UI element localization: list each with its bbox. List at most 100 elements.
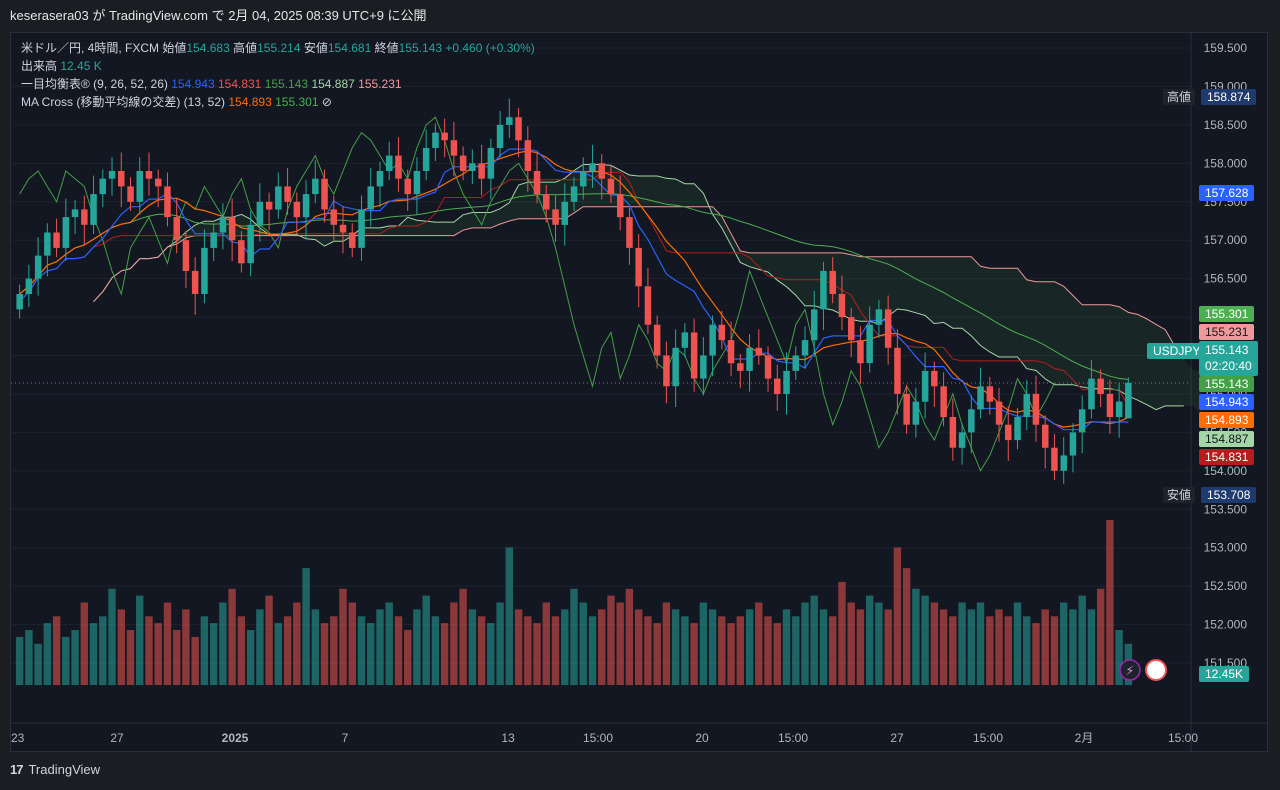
publish-info: keserasera03 が TradingView.com で 2月 04, …: [10, 8, 427, 23]
volume-bar: [699, 602, 708, 685]
span-a-value: 154.887: [311, 77, 355, 91]
candle-body: [284, 186, 291, 202]
candle-body: [422, 147, 430, 171]
candle-body: [570, 186, 578, 202]
volume-bar: [163, 602, 172, 685]
candle-body: [219, 217, 227, 233]
volume-bar: [62, 636, 70, 685]
open-label: 始値: [162, 41, 187, 55]
hidden-icon[interactable]: ⊘: [321, 95, 332, 109]
candle-body: [617, 194, 624, 218]
price-chart-svg[interactable]: 159.500159.000158.500158.000157.500157.0…: [11, 33, 1268, 752]
symbol-tag: USDJPY: [1147, 343, 1207, 359]
volume-bar: [773, 623, 781, 685]
candle-body: [931, 370, 938, 387]
volume-bar: [764, 616, 772, 686]
candle-body: [302, 194, 310, 218]
volume-bar: [1013, 602, 1022, 685]
volume-bar: [995, 609, 1003, 685]
volume-bar: [644, 616, 652, 686]
low-label: 安値: [303, 41, 328, 55]
candle-body: [1014, 417, 1021, 441]
candle-body: [164, 186, 171, 218]
chart-pane[interactable]: 159.500 159.000 158.500 158.000 157.500 157.0…: [10, 32, 1268, 752]
price-tick-label: 159.500: [1204, 41, 1248, 55]
candle-body: [884, 309, 892, 348]
candle-body: [663, 355, 670, 387]
candle-body: [857, 340, 864, 364]
volume-bar: [727, 623, 735, 685]
footer-brand[interactable]: 17 TradingView: [10, 762, 100, 777]
volume-bar: [394, 616, 403, 686]
legend-volume: 出来高 12.45 K: [21, 57, 535, 75]
price-tick-label: 154.000: [1204, 464, 1248, 478]
volume-bar: [1087, 609, 1096, 685]
candle-body: [450, 140, 458, 156]
candle-body: [376, 171, 384, 187]
time-tick-label: 15:00: [583, 731, 613, 745]
volume-bar: [1115, 630, 1123, 685]
candle-body: [672, 347, 679, 387]
ma-slow-value: 155.301: [275, 95, 319, 109]
candle-body: [44, 232, 51, 256]
candle-body: [145, 171, 153, 179]
us-flag-event-icon: [1145, 659, 1167, 681]
price-tick-label: 152.500: [1204, 579, 1248, 593]
volume-bar: [25, 630, 33, 685]
candle-body: [746, 347, 753, 371]
low-value: 154.681: [327, 41, 372, 55]
volume-bar: [810, 595, 818, 685]
volume-bar: [838, 581, 846, 685]
volume-bar: [986, 616, 994, 686]
close-label: 終値: [374, 41, 399, 55]
candle-body: [801, 340, 809, 356]
ichimoku-label[interactable]: 一目均衡表® (9, 26, 52, 26): [21, 77, 168, 91]
candle-body: [330, 209, 337, 225]
time-tick-label: 15:00: [778, 731, 808, 745]
candle-body: [755, 347, 763, 356]
candle-body: [506, 117, 513, 125]
candle-body: [848, 317, 855, 341]
volume-bar: [625, 588, 634, 686]
candle-body: [228, 217, 236, 241]
volume-bar: [339, 588, 347, 686]
span-b-value: 155.231: [358, 77, 402, 91]
volume-bar: [154, 623, 162, 685]
volume-bar: [450, 602, 458, 685]
legend-symbol[interactable]: 米ドル／円, 4時間, FXCM: [21, 41, 160, 55]
chikou-value: 155.143: [264, 77, 309, 91]
low-tag-label: 安値: [1163, 487, 1196, 503]
time-tick-label: 27: [890, 731, 904, 745]
legend-ichimoku: 一目均衡表® (9, 26, 52, 26) 154.943 154.831 1…: [21, 75, 535, 93]
high-label: 高値: [233, 41, 258, 55]
volume-bar: [89, 623, 98, 685]
candle-body: [312, 178, 319, 195]
volume-bar: [34, 643, 42, 686]
volume-bar: [949, 616, 957, 686]
candle-body: [607, 178, 615, 195]
ma-cross-label[interactable]: MA Cross (移動平均線の交差) (13, 52): [21, 95, 226, 109]
volume-bar: [126, 630, 135, 685]
volume-bar: [967, 609, 975, 685]
candle-body: [127, 186, 134, 202]
candle-body: [413, 171, 421, 195]
volume-bar: [718, 616, 726, 686]
candle-body: [386, 155, 393, 171]
chart-legend: 米ドル／円, 4時間, FXCM 始値154.683 高値155.214 安値1…: [21, 39, 535, 111]
volume-bar: [15, 636, 24, 685]
kumo-cloud: [93, 164, 1203, 415]
time-tick-label: 20: [695, 731, 709, 745]
volume-bar: [893, 547, 902, 685]
candle-body: [921, 370, 929, 402]
candle-body: [478, 163, 485, 179]
volume-bar: [755, 602, 763, 685]
volume-bar: [690, 623, 698, 685]
candle-body: [459, 155, 467, 171]
candle-body: [774, 378, 781, 394]
price-tick-label: 157.000: [1204, 233, 1248, 247]
candle-body: [62, 217, 70, 248]
volume-bar: [866, 595, 874, 685]
volume-label[interactable]: 出来高: [21, 59, 58, 73]
price-tick-label: 153.500: [1204, 502, 1248, 516]
volume-bar: [708, 609, 717, 685]
